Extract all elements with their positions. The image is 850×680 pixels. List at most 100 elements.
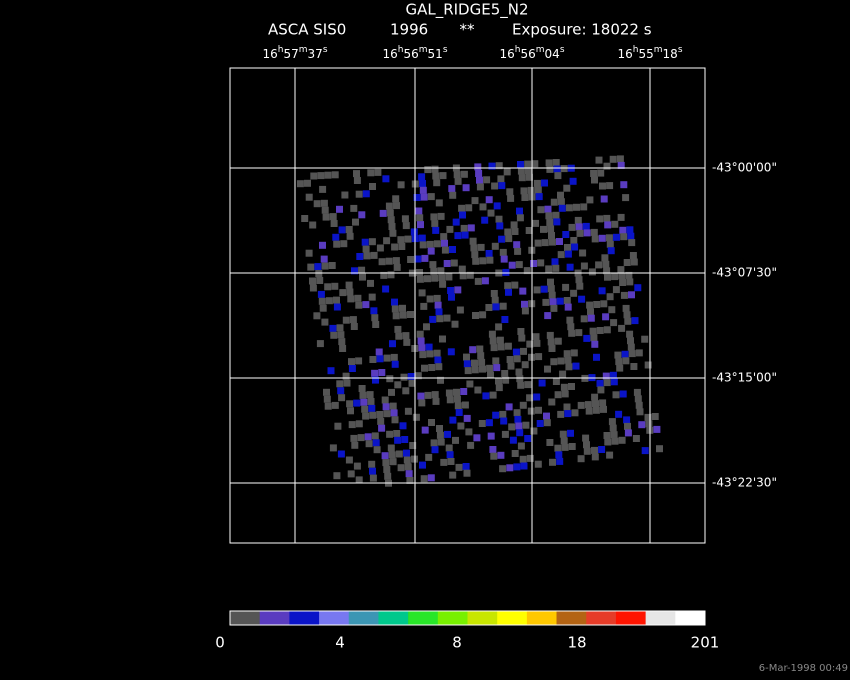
pixel <box>553 218 561 226</box>
pixel <box>518 334 526 342</box>
pixel <box>428 419 435 426</box>
pixel <box>591 176 598 184</box>
pixel <box>391 298 398 306</box>
pixel <box>571 243 579 251</box>
pixel <box>644 413 652 421</box>
pixel <box>316 277 324 284</box>
pixel <box>481 216 489 224</box>
pixel <box>586 301 594 309</box>
pixel <box>514 415 522 423</box>
pixel <box>409 442 417 449</box>
pixel <box>454 177 462 185</box>
pixel <box>419 241 427 249</box>
pixel <box>492 411 500 419</box>
pixel <box>419 461 426 469</box>
pixel <box>309 277 316 285</box>
pixel <box>582 222 590 230</box>
pixel <box>393 263 401 271</box>
pixel <box>386 209 394 217</box>
pixel <box>432 172 440 180</box>
pixel <box>535 406 542 414</box>
pixel <box>453 395 461 403</box>
pixel <box>348 358 355 366</box>
pixel <box>399 311 407 319</box>
pixel <box>372 439 380 447</box>
colorbar-label: 0 <box>215 634 225 652</box>
colorbar-cell <box>467 611 498 625</box>
pixel <box>617 266 625 274</box>
pixel <box>614 351 622 359</box>
pixel <box>421 426 429 434</box>
pixel <box>600 195 608 203</box>
colorbar-cell <box>437 611 468 625</box>
pixel <box>383 237 391 245</box>
pixel <box>437 438 445 446</box>
pixel <box>431 220 439 228</box>
pixel <box>394 381 402 389</box>
pixel <box>316 340 324 348</box>
pixel <box>431 274 439 282</box>
pixel <box>353 170 360 178</box>
pixel <box>389 340 396 348</box>
pixel <box>387 216 395 224</box>
pixel <box>367 398 375 405</box>
pixel <box>479 257 487 265</box>
pixel <box>492 303 500 311</box>
pixel <box>332 233 340 241</box>
pixel <box>445 389 453 397</box>
pixel <box>517 442 525 450</box>
pixel <box>610 378 618 386</box>
pixel <box>331 401 339 409</box>
pixel <box>516 214 524 222</box>
pixel <box>445 273 453 281</box>
pixel <box>506 464 514 472</box>
pixel <box>407 373 415 380</box>
pixel <box>464 367 472 375</box>
pixel <box>609 424 617 432</box>
pixel <box>556 457 564 465</box>
pixel <box>369 467 376 475</box>
pixel <box>611 273 619 281</box>
pixel <box>612 286 620 294</box>
pixel <box>568 443 576 450</box>
pixel <box>591 393 599 401</box>
pixel <box>497 175 505 183</box>
pixel <box>418 173 426 181</box>
pixel <box>317 172 325 180</box>
pixel <box>376 411 384 418</box>
timestamp: 6-Mar-1998 00:49 <box>759 663 848 674</box>
colorbar-cell <box>675 611 706 625</box>
pixel <box>362 245 370 253</box>
pixel <box>521 194 529 201</box>
pixel <box>515 368 523 376</box>
pixel <box>485 304 493 311</box>
colorbar-label: 8 <box>452 634 462 652</box>
pixel <box>517 167 525 175</box>
pixel <box>482 392 490 400</box>
pixel <box>443 314 451 322</box>
ra-label: 16h57m37s <box>262 45 327 61</box>
pixel <box>633 388 641 396</box>
pixel <box>420 193 428 201</box>
dec-label: -43°07'30" <box>712 266 777 280</box>
pixel <box>365 440 373 448</box>
pixel <box>603 326 611 334</box>
pixel <box>548 238 556 246</box>
pixel <box>485 419 493 427</box>
pixel <box>355 357 363 365</box>
pixel <box>495 162 503 170</box>
pixel <box>591 340 599 348</box>
pixel <box>378 369 386 376</box>
pixel <box>402 387 410 395</box>
pixel <box>361 238 369 246</box>
pixel <box>368 404 376 412</box>
pixel <box>469 237 477 245</box>
pixel <box>610 431 618 439</box>
pixel <box>508 261 516 269</box>
pixel <box>564 250 572 258</box>
pixel <box>495 323 503 331</box>
pixel <box>313 200 321 208</box>
pixel <box>320 199 328 207</box>
pixel <box>439 172 447 180</box>
pixel <box>546 439 554 446</box>
